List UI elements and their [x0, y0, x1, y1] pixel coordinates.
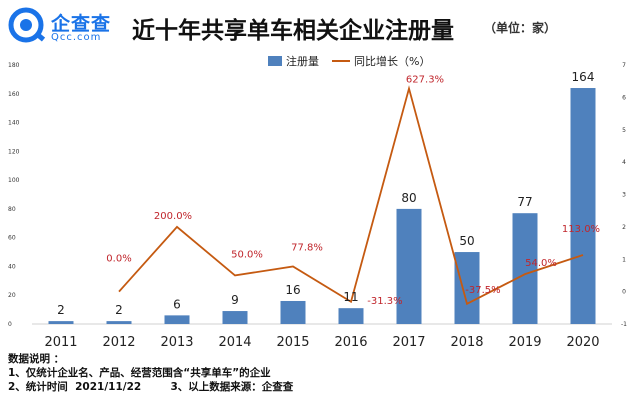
left-axis-tick-label: 100	[8, 177, 20, 184]
bar-value-label: 164	[572, 70, 595, 84]
growth-value-label: -37.5%	[465, 285, 500, 296]
left-axis-tick-label: 160	[8, 91, 20, 98]
bar-value-label: 2	[57, 303, 65, 317]
x-axis-tick-label: 2020	[566, 335, 599, 350]
left-axis-tick-label: 40	[8, 263, 16, 270]
x-axis-tick-label: 2014	[218, 335, 251, 350]
growth-value-label: 113.0%	[562, 224, 600, 235]
growth-value-label: 627.3%	[406, 75, 444, 86]
bar	[512, 213, 538, 324]
growth-value-label: 54.0%	[525, 258, 557, 269]
bar-value-label: 77	[517, 195, 532, 209]
growth-value-label: 200.0%	[154, 211, 192, 222]
left-axis-tick-label: 140	[8, 120, 20, 127]
chart-title: 近十年共享单车相关企业注册量	[132, 18, 454, 44]
legend: 注册量 同比增长（%）	[268, 54, 430, 68]
bar	[48, 321, 74, 324]
legend-line-label: 同比增长（%）	[354, 54, 430, 68]
qcc-logo: 企查查 Qcc.com	[6, 6, 122, 46]
brand-name: 企查查	[51, 13, 112, 35]
chart-area: 注册量 同比增长（%） 020406080100120140160180-101…	[8, 54, 627, 350]
growth-value-label: 77.8%	[291, 242, 323, 253]
x-axis-tick-label: 2019	[508, 335, 541, 350]
x-axis-tick-label: 2015	[276, 335, 309, 350]
growth-value-label: 50.0%	[231, 249, 263, 260]
right-axis-tick-label: 2	[622, 224, 626, 231]
right-axis-tick-label: 0	[622, 289, 626, 296]
growth-line	[118, 85, 584, 306]
data-labels: 2 2 6 9 16 11 80 50 77 164 0.0% 200.0% 50.0% 77.8% -31…	[57, 70, 600, 317]
left-axis-tick-label: 80	[8, 206, 16, 213]
growth-line-path	[118, 85, 584, 306]
bar-value-label: 16	[285, 283, 300, 297]
bar-value-label: 80	[401, 191, 416, 205]
bar-value-label: 2	[115, 303, 123, 317]
x-axis-tick-label: 2011	[44, 335, 77, 350]
notes-heading: 数据说明 ：	[8, 353, 65, 365]
bar-value-label: 9	[231, 293, 239, 307]
x-axis-tick-label: 2017	[392, 335, 425, 350]
bar	[396, 208, 422, 324]
x-axis-tick-label: 2018	[450, 335, 483, 350]
left-axis-tick-label: 60	[8, 235, 16, 242]
qcc-logo-icon	[8, 7, 46, 43]
bar-value-label: 6	[173, 297, 181, 311]
bar	[106, 321, 132, 324]
bar-value-label: 50	[459, 234, 474, 248]
left-axis-tick-label: 120	[8, 148, 20, 155]
bar	[570, 88, 596, 324]
right-axis-tick-label: 1	[622, 256, 626, 263]
notes-line-2: 2、统计时间 2021/11/22 3、以上数据来源：企查查	[8, 381, 294, 393]
growth-value-label: -31.3%	[367, 296, 402, 307]
bars	[48, 88, 596, 324]
right-axis-tick-label: 4	[622, 159, 626, 166]
bar-value-label: 11	[343, 290, 358, 304]
growth-value-label: 0.0%	[106, 254, 131, 265]
brand-domain: Qcc.com	[51, 32, 102, 43]
bar	[164, 315, 190, 324]
bar	[222, 311, 248, 324]
bar	[338, 308, 364, 324]
right-axis-tick-label: 5	[622, 127, 626, 134]
x-axis-tick-label: 2012	[102, 335, 135, 350]
right-axis-tick-label: -1	[621, 321, 627, 328]
x-axis-tick-label: 2013	[160, 335, 193, 350]
legend-bar-label: 注册量	[286, 54, 319, 68]
left-axis-tick-label: 0	[8, 321, 12, 328]
left-axis-tick-label: 180	[8, 62, 20, 69]
unit-note: （单位：家）	[484, 21, 557, 35]
notes: 数据说明 ： 1、仅统计企业名、产品、经营范围含“共享单车”的企业 2、统计时间…	[8, 352, 293, 394]
legend-bar-swatch	[268, 56, 282, 66]
left-axis-tick-label: 20	[8, 292, 16, 299]
right-axis-tick-label: 3	[622, 192, 626, 199]
right-axis-tick-label: 7	[622, 62, 626, 69]
bar	[454, 252, 480, 324]
x-axis-tick-label: 2016	[334, 335, 367, 350]
notes-line-1: 1、仅统计企业名、产品、经营范围含“共享单车”的企业	[8, 367, 271, 379]
bar	[280, 300, 306, 324]
right-axis-tick-label: 6	[622, 94, 626, 101]
